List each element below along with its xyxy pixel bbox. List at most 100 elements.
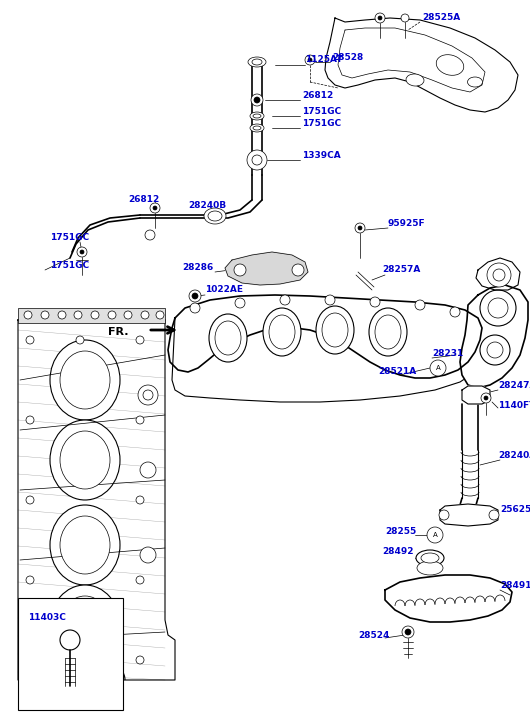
- Circle shape: [26, 656, 34, 664]
- Circle shape: [124, 311, 132, 319]
- Ellipse shape: [60, 351, 110, 409]
- Circle shape: [484, 396, 488, 400]
- Text: 28528: 28528: [332, 52, 363, 62]
- Polygon shape: [168, 295, 482, 378]
- Ellipse shape: [421, 553, 439, 563]
- Text: 28524: 28524: [358, 630, 390, 640]
- Circle shape: [355, 223, 365, 233]
- Circle shape: [108, 311, 116, 319]
- Circle shape: [489, 510, 499, 520]
- Circle shape: [405, 629, 411, 635]
- Polygon shape: [476, 258, 520, 290]
- Text: 25625G: 25625G: [500, 505, 530, 515]
- Ellipse shape: [417, 561, 443, 575]
- Text: 11403C: 11403C: [28, 614, 66, 622]
- Ellipse shape: [316, 306, 354, 354]
- Ellipse shape: [252, 59, 262, 65]
- Circle shape: [91, 311, 99, 319]
- Ellipse shape: [436, 55, 464, 76]
- Circle shape: [487, 263, 511, 287]
- Ellipse shape: [50, 340, 120, 420]
- Bar: [18, 598, 123, 710]
- Circle shape: [41, 311, 49, 319]
- Text: 28525A: 28525A: [422, 14, 460, 23]
- Circle shape: [136, 416, 144, 424]
- Polygon shape: [460, 285, 528, 388]
- Ellipse shape: [250, 124, 264, 132]
- Ellipse shape: [467, 77, 482, 87]
- Text: 28240B: 28240B: [188, 201, 226, 209]
- Circle shape: [402, 626, 414, 638]
- Text: 28240A: 28240A: [498, 451, 530, 459]
- Ellipse shape: [60, 431, 110, 489]
- Circle shape: [450, 307, 460, 317]
- Circle shape: [192, 293, 198, 299]
- Circle shape: [292, 264, 304, 276]
- Ellipse shape: [209, 314, 247, 362]
- Text: A: A: [436, 365, 440, 371]
- Ellipse shape: [322, 313, 348, 347]
- Ellipse shape: [250, 112, 264, 120]
- Text: 26812: 26812: [302, 92, 333, 100]
- Circle shape: [280, 295, 290, 305]
- Circle shape: [76, 336, 84, 344]
- Circle shape: [427, 527, 443, 543]
- Circle shape: [308, 58, 312, 62]
- Circle shape: [252, 155, 262, 165]
- Ellipse shape: [50, 505, 120, 585]
- Circle shape: [136, 576, 144, 584]
- Text: 95925F: 95925F: [388, 220, 426, 228]
- Text: 28231: 28231: [432, 350, 463, 358]
- Ellipse shape: [369, 308, 407, 356]
- Text: 28286: 28286: [182, 263, 213, 273]
- Text: 1339CA: 1339CA: [302, 150, 341, 159]
- Circle shape: [60, 630, 80, 650]
- Circle shape: [480, 290, 516, 326]
- Circle shape: [190, 303, 200, 313]
- Text: 1751GC: 1751GC: [50, 233, 89, 243]
- Circle shape: [325, 295, 335, 305]
- Polygon shape: [325, 18, 518, 112]
- Ellipse shape: [253, 126, 261, 130]
- Circle shape: [488, 298, 508, 318]
- Circle shape: [370, 297, 380, 307]
- Circle shape: [24, 311, 32, 319]
- Text: 1751GC: 1751GC: [302, 119, 341, 129]
- Circle shape: [140, 547, 156, 563]
- Text: A: A: [432, 532, 437, 538]
- Circle shape: [77, 247, 87, 257]
- Circle shape: [143, 390, 153, 400]
- Text: 28491: 28491: [500, 580, 530, 590]
- Circle shape: [493, 269, 505, 281]
- Text: FR.: FR.: [108, 327, 128, 337]
- Ellipse shape: [416, 550, 444, 566]
- Circle shape: [235, 298, 245, 308]
- Circle shape: [401, 14, 409, 22]
- Polygon shape: [225, 252, 308, 285]
- Circle shape: [358, 226, 362, 230]
- Polygon shape: [440, 504, 498, 526]
- Ellipse shape: [269, 315, 295, 349]
- Circle shape: [430, 360, 446, 376]
- Circle shape: [136, 656, 144, 664]
- Ellipse shape: [248, 57, 266, 67]
- Circle shape: [58, 311, 66, 319]
- Text: 28257A: 28257A: [382, 265, 420, 275]
- Text: 28492: 28492: [382, 547, 413, 556]
- Circle shape: [156, 311, 164, 319]
- Ellipse shape: [215, 321, 241, 355]
- Circle shape: [439, 510, 449, 520]
- Polygon shape: [462, 386, 490, 404]
- Text: 28255: 28255: [385, 528, 416, 537]
- Circle shape: [26, 336, 34, 344]
- Circle shape: [487, 342, 503, 358]
- Circle shape: [251, 94, 263, 106]
- Circle shape: [145, 230, 155, 240]
- Text: 28247A: 28247A: [498, 380, 530, 390]
- Polygon shape: [18, 320, 175, 680]
- Circle shape: [247, 150, 267, 170]
- Text: 26812: 26812: [128, 196, 159, 204]
- Circle shape: [136, 496, 144, 504]
- Ellipse shape: [50, 585, 120, 665]
- Circle shape: [136, 336, 144, 344]
